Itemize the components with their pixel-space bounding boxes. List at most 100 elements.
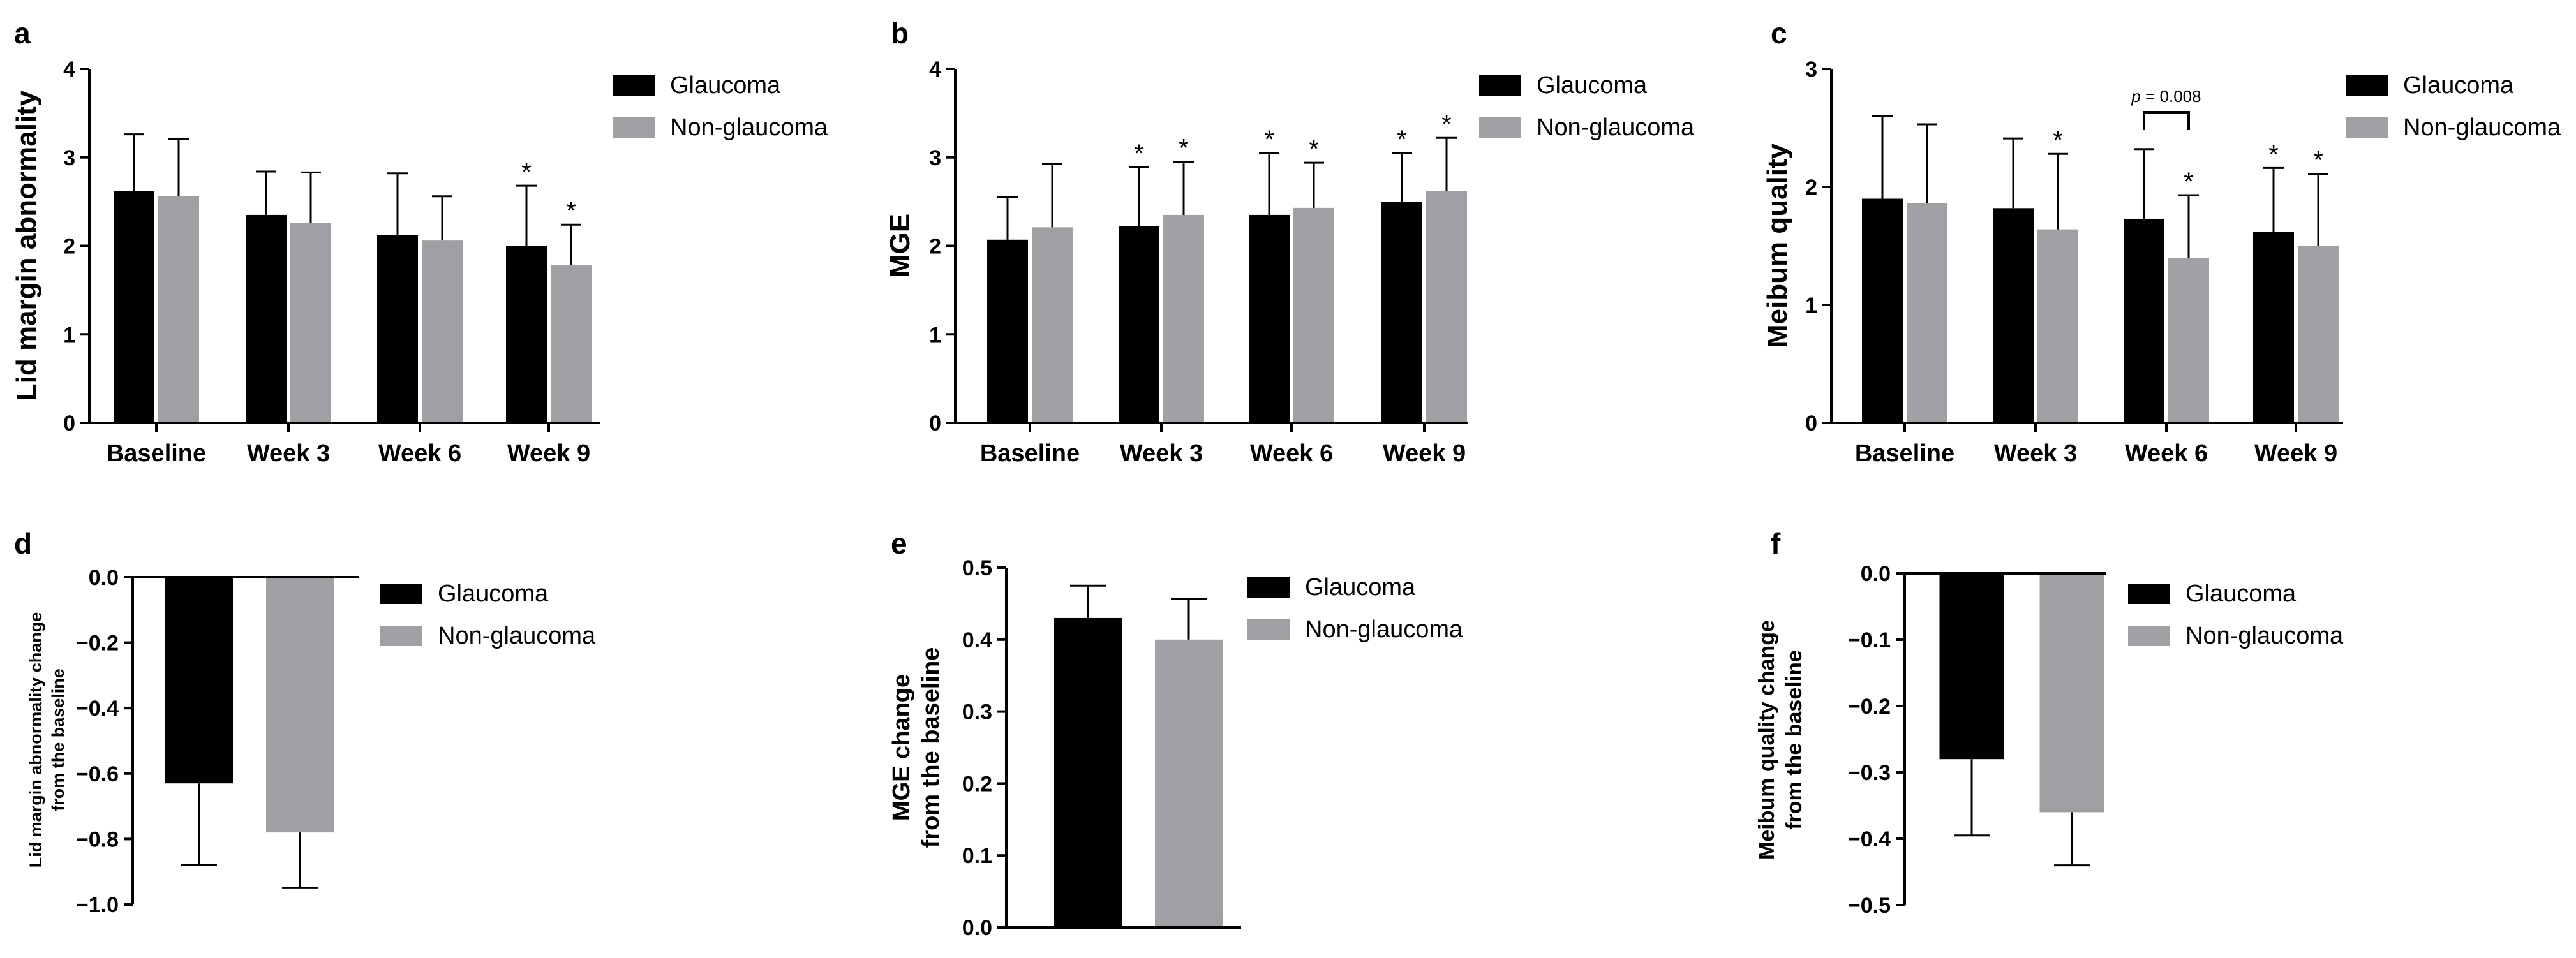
- y-tick-label: 2: [1805, 175, 1817, 200]
- y-tick-label: 4: [63, 57, 75, 82]
- bar-glaucoma: [506, 246, 547, 423]
- legend-label-non-glaucoma: Non-glaucoma: [1305, 616, 1463, 643]
- y-tick-label: −0.3: [1848, 761, 1891, 785]
- y-axis-label: MGE: [884, 214, 916, 277]
- legend-swatch-non-glaucoma: [1247, 619, 1290, 640]
- bar-glaucoma: [987, 239, 1028, 423]
- bar-non-glaucoma: [158, 196, 199, 423]
- y-tick-label: 4: [929, 57, 941, 82]
- significance-star: *: [2313, 147, 2323, 175]
- bar-glaucoma: [2253, 232, 2294, 423]
- x-tick-label: Week 9: [507, 440, 590, 467]
- x-tick-label: Week 3: [1120, 440, 1203, 467]
- legend-label-non-glaucoma: Non-glaucoma: [438, 623, 596, 649]
- bar-non-glaucoma: [290, 223, 331, 423]
- y-axis-label-line: from the baseline: [1782, 650, 1806, 830]
- y-axis-label-line: from the baseline: [48, 668, 68, 811]
- y-tick-label: −0.4: [1848, 827, 1891, 851]
- significance-star: *: [2184, 168, 2194, 196]
- x-tick-label: Week 6: [378, 440, 461, 467]
- bar-non-glaucoma: [422, 240, 463, 423]
- bar-glaucoma: [1939, 573, 2004, 760]
- legend-swatch-glaucoma: [380, 584, 422, 604]
- bar-non-glaucoma: [1907, 203, 1947, 423]
- y-tick-label: 0.3: [962, 700, 992, 725]
- bar-non-glaucoma: [266, 577, 334, 833]
- significance-bracket: [2143, 111, 2190, 130]
- bar-glaucoma: [1993, 208, 2034, 423]
- legend-swatch-non-glaucoma: [613, 117, 655, 138]
- y-tick-label: 1: [1805, 293, 1817, 318]
- y-tick-label: 0: [63, 411, 75, 436]
- bar-glaucoma: [377, 235, 418, 423]
- y-axis-label-line: Lid margin abnormality change: [26, 612, 45, 868]
- y-axis-label-line: Meibum quality change: [1755, 620, 1779, 860]
- legend-label-glaucoma: Glaucoma: [1305, 574, 1416, 601]
- panel-letter: e: [891, 527, 907, 560]
- bar-non-glaucoma: [1032, 227, 1073, 423]
- y-tick-label: 2: [63, 235, 75, 259]
- bar-non-glaucoma: [1426, 191, 1467, 423]
- legend-swatch-glaucoma: [2346, 75, 2388, 96]
- legend-label-glaucoma: Glaucoma: [438, 580, 549, 607]
- chart-panel-b: b MGE * * * * * * 0 1 2 3 4 Baseline Week 3 Week 6 Week …: [884, 17, 1695, 467]
- p-value-annotation: p = 0.008: [2131, 87, 2201, 106]
- legend-swatch-glaucoma: [1247, 577, 1290, 598]
- bar-glaucoma: [1119, 226, 1159, 423]
- y-tick-label: 1: [929, 323, 941, 347]
- x-tick-label: Week 9: [1383, 440, 1466, 467]
- panel-letter: f: [1771, 527, 1781, 560]
- legend-label-non-glaucoma: Non-glaucoma: [670, 114, 828, 141]
- y-tick-label: −0.5: [1848, 894, 1891, 918]
- y-axis-label: Lid margin abnormality: [11, 90, 42, 401]
- bar-non-glaucoma: [1163, 214, 1204, 423]
- y-tick-label: 2: [929, 235, 941, 259]
- p-value-text: = 0.008: [2141, 87, 2201, 106]
- bar-glaucoma: [1381, 202, 1422, 423]
- bar-glaucoma: [1249, 214, 1290, 423]
- y-tick-label: 0: [1805, 411, 1817, 436]
- bar-glaucoma: [165, 577, 233, 784]
- y-tick-label: 0.0: [89, 566, 119, 590]
- x-tick-label: Week 9: [2254, 440, 2337, 467]
- y-tick-label: 0.0: [1861, 562, 1891, 586]
- legend-swatch-non-glaucoma: [2128, 626, 2170, 646]
- bar-non-glaucoma: [551, 265, 592, 423]
- y-tick-label: 3: [63, 146, 75, 170]
- significance-star: *: [1441, 110, 1452, 138]
- legend-swatch-non-glaucoma: [1479, 117, 1521, 138]
- y-tick-label: 0.0: [962, 916, 992, 940]
- y-tick-label: −0.6: [76, 762, 119, 786]
- x-tick-label: Week 6: [1250, 440, 1333, 467]
- legend-swatch-glaucoma: [1479, 75, 1521, 96]
- legend-swatch-glaucoma: [2128, 584, 2170, 604]
- panel-letter: d: [14, 527, 32, 560]
- bar-non-glaucoma: [2037, 229, 2078, 423]
- legend-swatch-non-glaucoma: [380, 626, 422, 646]
- significance-star: *: [521, 158, 532, 186]
- legend-label-glaucoma: Glaucoma: [670, 72, 781, 99]
- y-axis-label-line: from the baseline: [918, 647, 944, 848]
- chart-panel-e: e MGE change from the baseline 0.0 0.1 0.2 0.3…: [888, 527, 1463, 940]
- legend-label-non-glaucoma: Non-glaucoma: [2403, 114, 2561, 141]
- p-value-symbol: p: [2131, 87, 2140, 106]
- x-tick-label: Baseline: [1855, 440, 1954, 467]
- legend-label-glaucoma: Glaucoma: [2403, 72, 2514, 99]
- chart-panel-d: d Lid margin abnormality change from the b…: [14, 527, 596, 917]
- bar-non-glaucoma: [1155, 639, 1223, 927]
- significance-star: *: [1309, 135, 1319, 163]
- y-axis-label-line: MGE change: [888, 674, 915, 821]
- significance-star: *: [566, 197, 576, 225]
- y-tick-label: −0.2: [1848, 695, 1891, 719]
- chart-panel-c: c Meibum quality * * * * 0 1 2 3 Baseline Week 3 Wee…: [1762, 17, 2561, 467]
- x-tick-label: Baseline: [980, 440, 1080, 467]
- x-tick-label: Baseline: [107, 440, 206, 467]
- y-tick-label: 0.5: [962, 556, 992, 580]
- y-tick-label: 0.2: [962, 772, 992, 796]
- x-tick-label: Week 6: [2125, 440, 2208, 467]
- significance-star: *: [2053, 126, 2063, 154]
- chart-panel-a: a Lid margin abnormality * * 0 1 2 3 4 Baseline We…: [11, 17, 828, 467]
- panel-letter: b: [891, 17, 909, 50]
- bar-glaucoma: [2124, 218, 2164, 423]
